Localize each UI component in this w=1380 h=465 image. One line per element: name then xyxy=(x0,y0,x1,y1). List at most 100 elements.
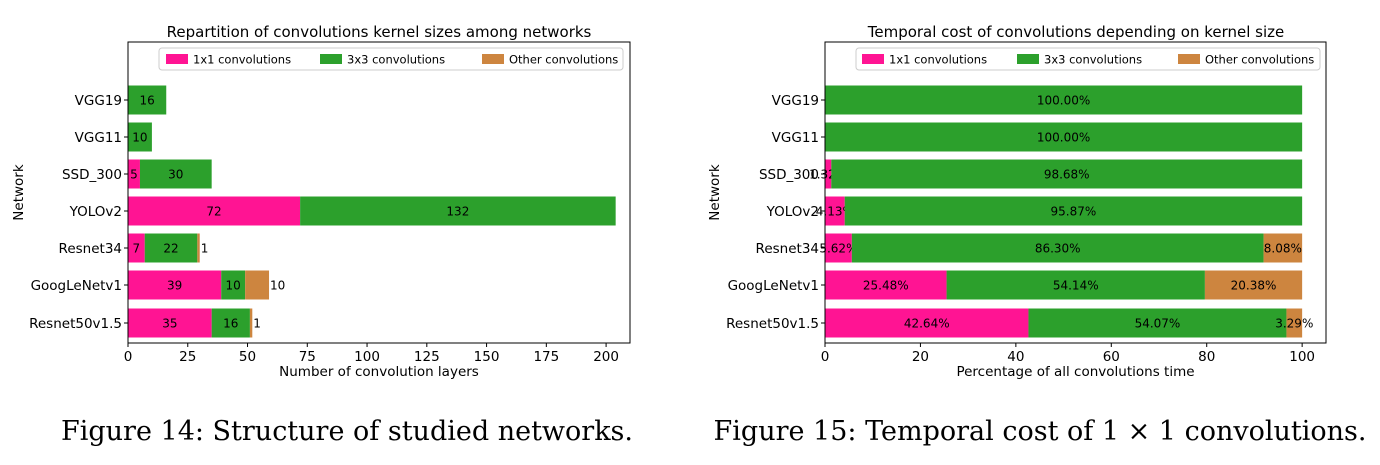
bar-label: 98.68% xyxy=(1044,168,1090,182)
legend-swatch xyxy=(1017,54,1039,64)
bar-label: 30 xyxy=(168,168,183,182)
bar-GoogLeNetv1-3x3 xyxy=(221,270,246,300)
bar-YOLOv2-3x3 xyxy=(844,196,1303,226)
bar-VGG19-3x3 xyxy=(128,85,167,115)
bar-label: 20.38% xyxy=(1231,279,1277,293)
bar-label: 3.29% xyxy=(1275,317,1313,331)
bar-Resnet50v1.5-3x3 xyxy=(1028,308,1287,338)
y-tick-label: SSD_300 xyxy=(62,167,122,183)
bar-Resnet34-Other xyxy=(1263,233,1303,263)
bar-GoogLeNetv1-3x3 xyxy=(946,270,1205,300)
bar-Resnet34-3x3 xyxy=(144,233,198,263)
y-tick-label: Resnet50v1.5 xyxy=(29,316,122,332)
bar-SSD_300-1x1 xyxy=(128,159,140,189)
plot-frame xyxy=(824,41,1327,344)
bar-GoogLeNetv1-1x1 xyxy=(128,270,222,300)
x-tick-label: 75 xyxy=(299,349,316,365)
bar-label: 8.08% xyxy=(1264,242,1302,256)
x-tick-label: 100 xyxy=(354,349,380,365)
bar-Resnet50v1.5-3x3 xyxy=(211,308,250,338)
legend-box xyxy=(855,47,1321,71)
bar-label: 39 xyxy=(167,279,182,293)
y-tick-label: VGG11 xyxy=(75,130,122,146)
bar-label: 54.14% xyxy=(1053,279,1099,293)
x-tick-label: 20 xyxy=(912,349,929,365)
bar-label: 86.30% xyxy=(1035,242,1081,256)
bar-label: 35 xyxy=(162,317,177,331)
bar-label: 10 xyxy=(132,131,147,145)
bar-YOLOv2-1x1 xyxy=(128,196,301,226)
bar-label: 1 xyxy=(201,242,209,256)
y-tick-label: GoogLeNetv1 xyxy=(728,278,819,294)
legend-label: 3x3 convolutions xyxy=(347,53,445,67)
x-tick-label: 150 xyxy=(474,349,500,365)
y-tick-label: VGG11 xyxy=(772,130,819,146)
bar-Resnet34-Other xyxy=(197,233,200,263)
legend-label: 1x1 convolutions xyxy=(889,53,987,67)
bar-label: 100.00% xyxy=(1037,131,1090,145)
legend-swatch xyxy=(166,54,188,64)
bar-label: 10 xyxy=(270,279,285,293)
x-tick-label: 175 xyxy=(533,349,559,365)
x-tick-label: 50 xyxy=(239,349,256,365)
y-tick-label: VGG19 xyxy=(772,93,819,109)
y-tick-label: YOLOv2 xyxy=(766,204,819,220)
x-tick-label: 0 xyxy=(124,349,133,365)
legend-swatch xyxy=(482,54,504,64)
bar-VGG19-3x3 xyxy=(825,85,1303,115)
x-tick-label: 200 xyxy=(593,349,619,365)
bar-GoogLeNetv1-Other xyxy=(245,270,270,300)
bar-GoogLeNetv1-1x1 xyxy=(825,270,947,300)
legend-label: 1x1 convolutions xyxy=(193,53,291,67)
bar-Resnet50v1.5-Other xyxy=(1286,308,1303,338)
plot-frame xyxy=(127,41,631,344)
legend-swatch xyxy=(320,54,342,64)
x-tick-label: 80 xyxy=(1198,349,1215,365)
y-tick-label: GoogLeNetv1 xyxy=(31,278,122,294)
bar-SSD_300-3x3 xyxy=(139,159,212,189)
bar-label: 7 xyxy=(133,242,141,256)
y-tick-label: Resnet34 xyxy=(59,241,122,257)
bar-SSD_300-3x3 xyxy=(831,159,1303,189)
figure-15-caption: Figure 15: Temporal cost of 1 × 1 convol… xyxy=(714,416,1367,447)
bar-GoogLeNetv1-Other xyxy=(1204,270,1303,300)
bar-label: 5.62% xyxy=(819,242,857,256)
y-tick-label: YOLOv2 xyxy=(69,204,122,220)
bar-VGG11-3x3 xyxy=(128,122,152,152)
legend-box xyxy=(158,47,624,71)
bar-Resnet34-1x1 xyxy=(128,233,145,263)
x-axis-label: Number of convolution layers xyxy=(279,364,479,380)
bar-Resnet34-1x1 xyxy=(825,233,852,263)
bar-label: 1 xyxy=(253,317,261,331)
x-tick-label: 25 xyxy=(179,349,196,365)
x-tick-label: 100 xyxy=(1289,349,1315,365)
bar-label: 132 xyxy=(446,205,469,219)
figure-14-caption: Figure 14: Structure of studied networks… xyxy=(61,416,633,447)
bar-YOLOv2-3x3 xyxy=(300,196,616,226)
y-axis-label: Network xyxy=(707,164,723,221)
bar-YOLOv2-1x1 xyxy=(825,196,845,226)
bar-label: 42.64% xyxy=(904,317,950,331)
x-tick-label: 125 xyxy=(414,349,440,365)
bar-VGG11-3x3 xyxy=(825,122,1303,152)
bar-label: 54.07% xyxy=(1135,317,1181,331)
legend-label: 3x3 convolutions xyxy=(1044,53,1142,67)
bar-label: 16 xyxy=(139,94,154,108)
bar-Resnet50v1.5-Other xyxy=(249,308,253,338)
legend-swatch xyxy=(862,54,884,64)
bar-label: 22 xyxy=(163,242,178,256)
bar-label: 16 xyxy=(223,317,238,331)
legend-label: Other convolutions xyxy=(509,53,618,67)
bar-label: 5 xyxy=(130,168,138,182)
bar-Resnet34-3x3 xyxy=(851,233,1264,263)
bar-label: 100.00% xyxy=(1037,94,1090,108)
y-tick-label: Resnet34 xyxy=(756,241,819,257)
y-tick-label: SSD_300 xyxy=(759,167,819,183)
bar-Resnet50v1.5-1x1 xyxy=(128,308,212,338)
bar-label: 72 xyxy=(206,205,221,219)
legend-swatch xyxy=(1178,54,1200,64)
y-tick-label: VGG19 xyxy=(75,93,122,109)
bar-label: 95.87% xyxy=(1051,205,1097,219)
